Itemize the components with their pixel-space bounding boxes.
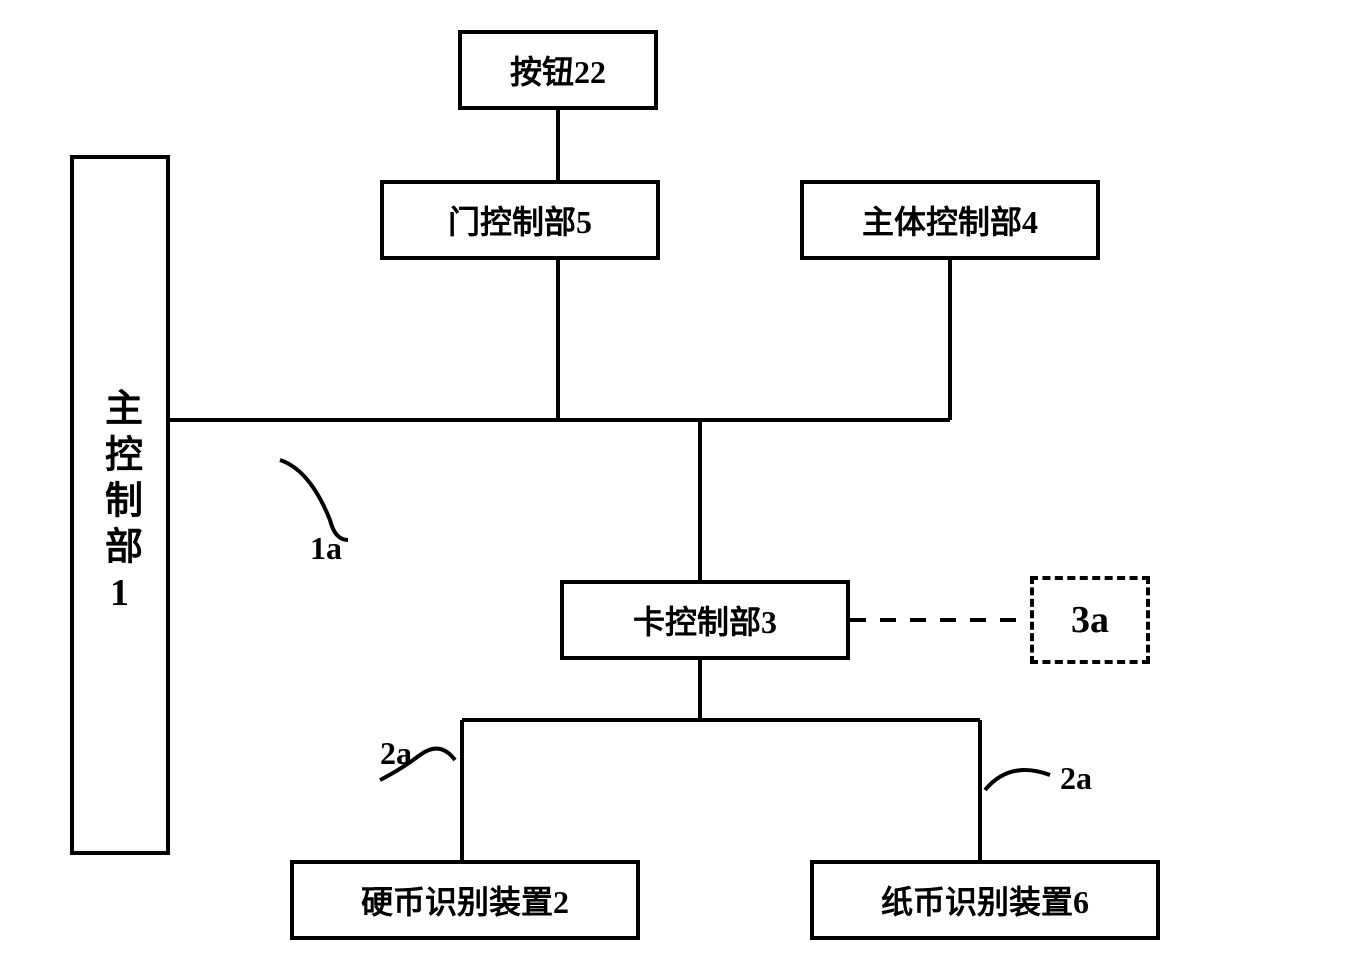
node-coin-recognition-2: 硬币识别装置2 — [290, 860, 640, 940]
node-button-22: 按钮22 — [458, 30, 658, 110]
node-door-control-5: 门控制部5 — [380, 180, 660, 260]
node-main-control-1: 主控制部1 — [70, 155, 170, 855]
node-label: 硬币识别装置2 — [361, 877, 569, 923]
diagram-connectors — [0, 0, 1358, 965]
node-label: 门控制部5 — [448, 197, 592, 243]
node-label: 纸币识别装置6 — [881, 877, 1089, 923]
label-2a-right: 2a — [1060, 760, 1092, 797]
label-text: 2a — [380, 735, 412, 771]
node-label: 卡控制部3 — [633, 597, 777, 643]
label-text: 1a — [310, 530, 342, 566]
node-3a: 3a — [1030, 576, 1150, 664]
label-1a: 1a — [310, 530, 342, 567]
node-label: 主体控制部4 — [862, 197, 1038, 243]
node-body-control-4: 主体控制部4 — [800, 180, 1100, 260]
label-2a-left: 2a — [380, 735, 412, 772]
node-label: 按钮22 — [510, 47, 606, 93]
label-text: 2a — [1060, 760, 1092, 796]
node-bill-recognition-6: 纸币识别装置6 — [810, 860, 1160, 940]
node-label: 3a — [1071, 598, 1109, 642]
node-card-control-3: 卡控制部3 — [560, 580, 850, 660]
node-label: 主控制部1 — [93, 388, 148, 622]
